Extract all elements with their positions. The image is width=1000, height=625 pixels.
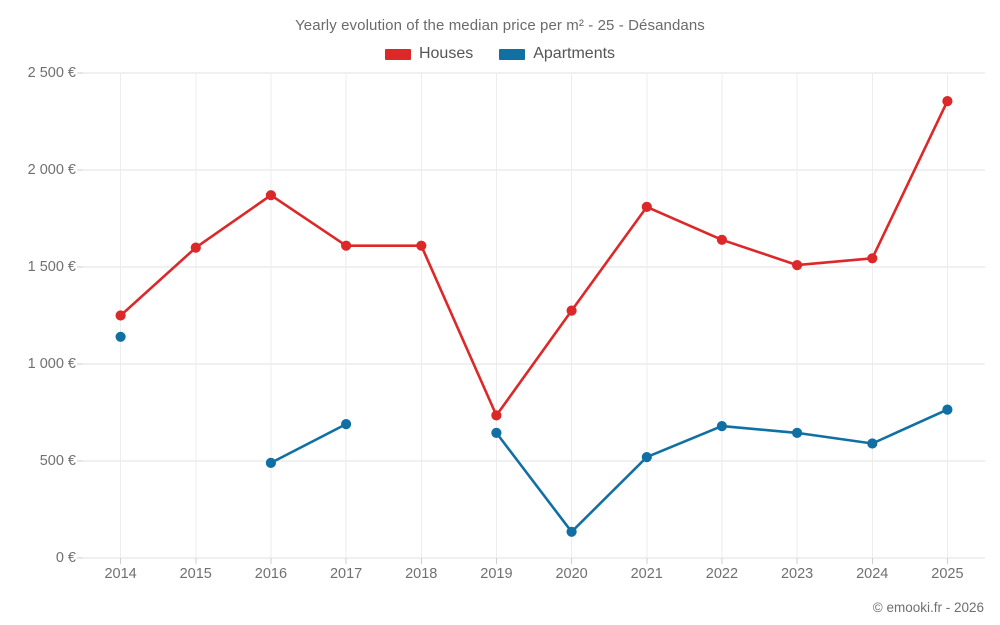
- legend-item-apartments[interactable]: Apartments: [499, 45, 615, 63]
- legend-swatch-houses: [384, 48, 411, 60]
- x-tick-label: 2019: [480, 566, 513, 582]
- footer-credit: © emooki.fr - 2026: [872, 600, 984, 615]
- legend-label-houses: Houses: [418, 45, 474, 62]
- y-tick-label: 2 000 €: [27, 162, 76, 178]
- chart-title: Yearly evolution of the median price per…: [295, 17, 705, 34]
- y-tick-label: 500 €: [39, 453, 76, 469]
- chart-legend: Houses Apartments: [0, 45, 1000, 63]
- x-tick-label: 2014: [104, 566, 137, 582]
- x-tick-marks: [120, 558, 948, 564]
- x-tick-label: 2021: [630, 566, 663, 582]
- series-lines: [119, 99, 949, 534]
- legend-swatch-apartments: [499, 48, 526, 60]
- y-tick-label: 1 000 €: [27, 356, 76, 372]
- y-tick-label: 2 500 €: [27, 65, 76, 81]
- x-tick-label: 2016: [254, 566, 288, 582]
- x-tick-label: 2025: [931, 566, 964, 582]
- legend-item-houses[interactable]: Houses: [384, 45, 474, 63]
- legend-label-apartments: Apartments: [533, 45, 616, 62]
- gridlines: [83, 72, 985, 559]
- x-tick-label: 2015: [179, 566, 212, 582]
- x-tick-label: 2018: [405, 566, 438, 582]
- y-tick-label: 1 500 €: [27, 259, 76, 275]
- y-tick-marks: [77, 72, 83, 559]
- x-tick-label: 2024: [856, 566, 889, 582]
- x-tick-label: 2020: [555, 566, 588, 582]
- series-points: [115, 96, 953, 537]
- x-tick-label: 2017: [329, 566, 363, 582]
- y-axis-labels: 0 € 500 € 1 000 € 1 500 € 2 000 € 2 500 €: [0, 0, 76, 625]
- x-tick-label: 2023: [780, 566, 814, 582]
- y-tick-label: 0 €: [55, 550, 76, 566]
- x-tick-label: 2022: [705, 566, 739, 582]
